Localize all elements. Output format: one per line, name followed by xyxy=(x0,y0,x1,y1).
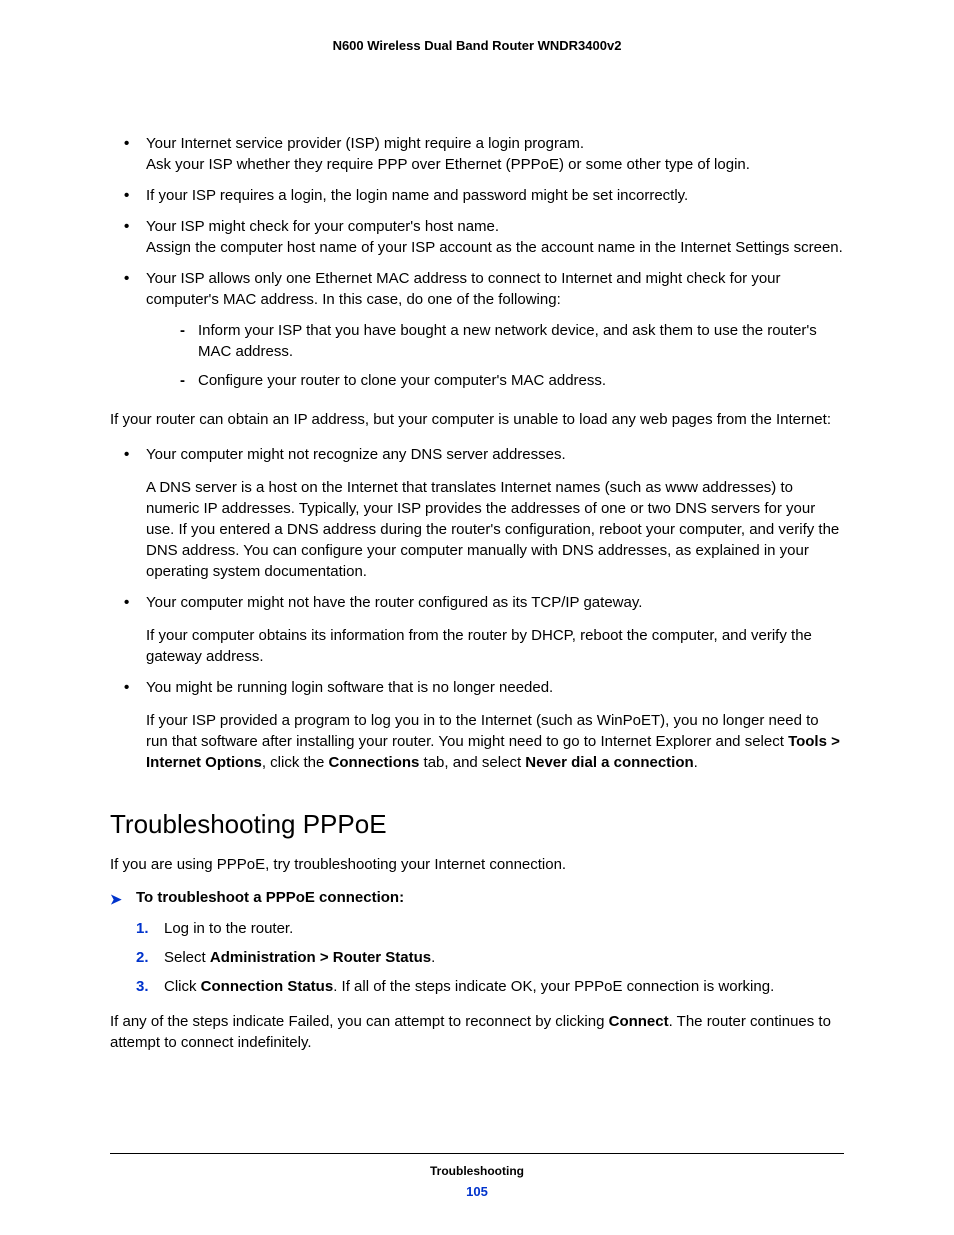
paragraph: If you are using PPPoE, try troubleshoot… xyxy=(110,854,844,875)
sub-list-item: Inform your ISP that you have bought a n… xyxy=(174,320,844,362)
bold-text: Never dial a connection xyxy=(525,754,693,771)
bullet-text: You might be running login software that… xyxy=(146,679,553,696)
bullet-text: If your ISP requires a login, the login … xyxy=(146,187,688,204)
paragraph: If your router can obtain an IP address,… xyxy=(110,409,844,430)
step-text: Click Connection Status. If all of the s… xyxy=(164,978,774,995)
bullet-text: Your computer might not have the router … xyxy=(146,594,642,611)
section-heading: Troubleshooting PPPoE xyxy=(110,809,844,840)
list-item: Your computer might not have the router … xyxy=(110,592,844,667)
document-page: N600 Wireless Dual Band Router WNDR3400v… xyxy=(0,0,954,1235)
numbered-list: 1. Log in to the router. 2. Select Admin… xyxy=(136,918,844,997)
arrow-icon: ➤ xyxy=(110,891,122,908)
step-number: 1. xyxy=(136,918,149,939)
list-item: If your ISP requires a login, the login … xyxy=(110,185,844,206)
list-item: You might be running login software that… xyxy=(110,677,844,773)
paragraph: If your computer obtains its information… xyxy=(146,625,844,667)
paragraph: If your ISP provided a program to log yo… xyxy=(146,710,844,773)
text-run: , click the xyxy=(262,754,329,771)
text-run: Select xyxy=(164,949,210,966)
bullet-list-1: Your Internet service provider (ISP) mig… xyxy=(110,133,844,391)
list-item: Your Internet service provider (ISP) mig… xyxy=(110,133,844,175)
text-run: Click xyxy=(164,978,201,995)
list-item: Your ISP might check for your computer's… xyxy=(110,216,844,258)
step-text: Log in to the router. xyxy=(164,920,293,937)
numbered-item: 1. Log in to the router. xyxy=(136,918,844,939)
page-footer: Troubleshooting 105 xyxy=(110,1153,844,1199)
procedure-title: To troubleshoot a PPPoE connection: xyxy=(136,889,404,906)
bullet-text: Your ISP might check for your computer's… xyxy=(146,218,499,235)
footer-section-title: Troubleshooting xyxy=(110,1164,844,1178)
bullet-text: Assign the computer host name of your IS… xyxy=(146,239,843,256)
page-number: 105 xyxy=(110,1184,844,1199)
procedure-heading: ➤ To troubleshoot a PPPoE connection: xyxy=(110,889,844,906)
sub-list-item: Configure your router to clone your comp… xyxy=(174,370,844,391)
bold-text: Connections xyxy=(329,754,420,771)
bullet-text: Your ISP allows only one Ethernet MAC ad… xyxy=(146,270,781,308)
bullet-text: Your Internet service provider (ISP) mig… xyxy=(146,135,584,152)
paragraph: A DNS server is a host on the Internet t… xyxy=(146,477,844,582)
text-run: . xyxy=(431,949,435,966)
step-number: 2. xyxy=(136,947,149,968)
sub-bullet-text: Configure your router to clone your comp… xyxy=(198,372,606,389)
list-item: Your ISP allows only one Ethernet MAC ad… xyxy=(110,268,844,391)
numbered-item: 3. Click Connection Status. If all of th… xyxy=(136,976,844,997)
step-number: 3. xyxy=(136,976,149,997)
step-text: Select Administration > Router Status. xyxy=(164,949,435,966)
bold-text: Connect xyxy=(609,1013,669,1030)
sub-bullet-text: Inform your ISP that you have bought a n… xyxy=(198,322,817,360)
footer-divider xyxy=(110,1153,844,1154)
list-item: Your computer might not recognize any DN… xyxy=(110,444,844,582)
bold-text: Administration > Router Status xyxy=(210,949,431,966)
text-run: If any of the steps indicate Failed, you… xyxy=(110,1013,609,1030)
text-run: . xyxy=(694,754,698,771)
bold-text: Connection Status xyxy=(201,978,334,995)
numbered-item: 2. Select Administration > Router Status… xyxy=(136,947,844,968)
text-run: tab, and select xyxy=(419,754,525,771)
text-run: If your ISP provided a program to log yo… xyxy=(146,712,819,750)
bullet-text: Ask your ISP whether they require PPP ov… xyxy=(146,156,750,173)
paragraph: If any of the steps indicate Failed, you… xyxy=(110,1011,844,1053)
bullet-list-2: Your computer might not recognize any DN… xyxy=(110,444,844,773)
page-header: N600 Wireless Dual Band Router WNDR3400v… xyxy=(110,38,844,53)
text-run: . If all of the steps indicate OK, your … xyxy=(333,978,774,995)
bullet-text: Your computer might not recognize any DN… xyxy=(146,446,566,463)
sub-list: Inform your ISP that you have bought a n… xyxy=(174,320,844,391)
